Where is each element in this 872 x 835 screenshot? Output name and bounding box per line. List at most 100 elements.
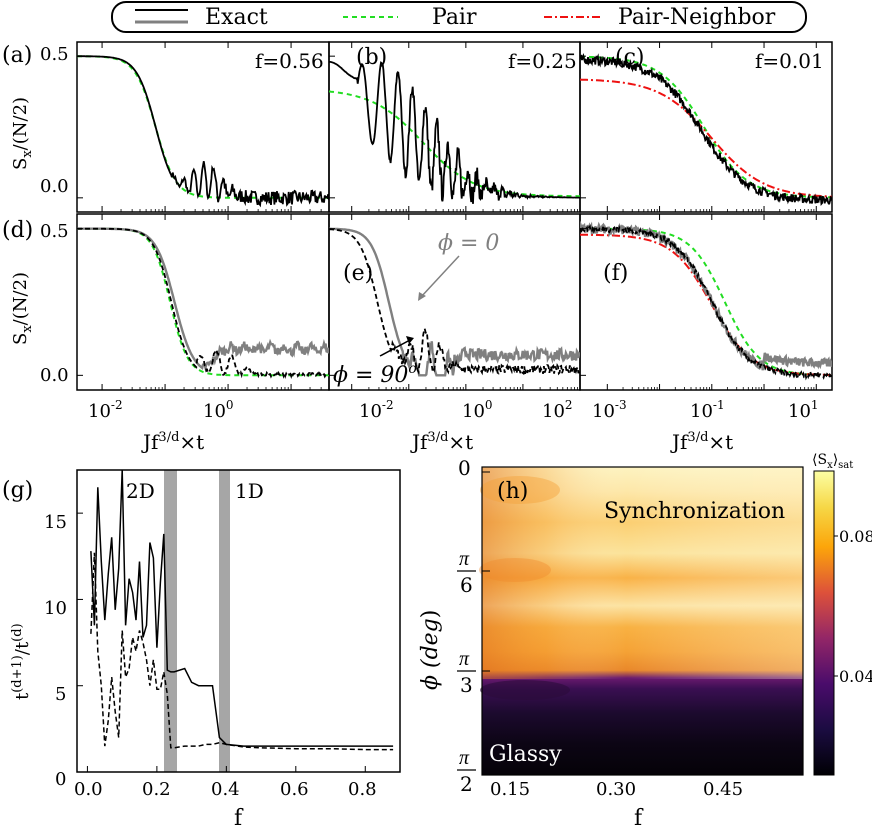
- panel-f-label: (f): [603, 261, 628, 286]
- xtick-e-1e-2: 10-2: [359, 398, 394, 422]
- xtick-f-1e-3: 10-3: [592, 398, 627, 422]
- legend-pairneighbor-label: Pair-Neighbor: [618, 5, 776, 30]
- xtick-g-08: 0.8: [348, 779, 377, 800]
- ylabel-h-phi: ϕ (deg): [418, 610, 443, 690]
- panel-c-frame: [579, 41, 833, 213]
- panel-g-region-1d-label: 1D: [235, 479, 264, 503]
- xtick-g-00: 0.0: [74, 779, 103, 800]
- panel-f-frame: [579, 213, 833, 391]
- panel-g-curves: [90, 469, 394, 751]
- xtick-e-1e0: 100: [462, 398, 493, 422]
- xlabel-jf-d: Jf3/d×t: [141, 430, 204, 454]
- ytick-d-05: 0.5: [40, 221, 69, 242]
- ytick-g-10: 10: [44, 598, 67, 619]
- xtick-d-1e-2: 10-2: [88, 398, 123, 422]
- ylabel-g-ratio: t(d+1)/t(d): [10, 623, 33, 700]
- panel-d-label: (d): [2, 218, 33, 243]
- h-ytick-label-pi6-num: π: [459, 548, 470, 570]
- panel-h: (h) Synchronization Glassy 0 π 6 π 3 π 2…: [418, 452, 872, 831]
- colorbar: [813, 470, 835, 776]
- panel-h-frame: [481, 466, 804, 776]
- panel-a-label: (a): [2, 43, 32, 68]
- ytick-g-5: 5: [55, 684, 66, 705]
- xtick-e-1e2: 102: [542, 398, 573, 422]
- xlabel-jf-e: Jf3/d×t: [410, 430, 473, 454]
- curve-b-exact: [329, 60, 580, 204]
- panel-g-series-dashed: [90, 552, 394, 751]
- panel-g-frame: [76, 469, 401, 773]
- ytick-g-0: 0: [55, 769, 66, 790]
- curve-c-exact: [580, 52, 832, 206]
- panel-c-label: (c): [615, 45, 645, 70]
- xlabel-g-f: f: [234, 806, 244, 831]
- ytick-d-00: 0.0: [40, 365, 69, 386]
- heatmap-feature-2: [479, 558, 551, 582]
- curve-a-exact: [77, 55, 329, 208]
- annotation-phi-90: ϕ = 90o: [333, 361, 417, 388]
- panel-e-label: (e): [343, 261, 373, 286]
- xtick-f-1e1: 101: [788, 398, 819, 422]
- ylabel-sx-bottom: Sx/(N/2): [10, 272, 35, 345]
- heatmap-feature-3: [480, 680, 570, 700]
- panel-b-annotation: f=0.25: [508, 49, 577, 73]
- colorbar-title: ⟨Sx⟩sat: [812, 452, 853, 471]
- h-ytick-label-pi6-den: 6: [460, 573, 473, 597]
- panel-g-series-solid: [90, 469, 394, 747]
- h-ytick-label-pi3-num: π: [459, 648, 470, 670]
- legend: Exact Pair Pair-Neighbor: [111, 1, 807, 33]
- panel-g-ticks: [77, 512, 366, 773]
- colorbar-tick-label-004: 0.04: [839, 667, 872, 686]
- xlabel-jf-f: Jf3/d×t: [670, 430, 733, 454]
- colorbar-tick-label-008: 0.08: [839, 527, 872, 546]
- curve-a-pair: [77, 55, 329, 199]
- heatmap-overlay: [482, 467, 803, 679]
- curve-d-pair: [77, 227, 329, 377]
- panel-c-annotation: f=0.01: [755, 49, 824, 73]
- h-xtick-045: 0.45: [703, 779, 743, 800]
- h-xtick-030: 0.30: [596, 779, 636, 800]
- panel-g: (g) 2D 1D 15 10 5 0 0.0 0.2 0.4 0.6 0.8 …: [2, 469, 401, 831]
- curve-f-pair: [580, 227, 832, 376]
- heatmap-glassy-label: Glassy: [489, 742, 562, 767]
- curve-d-exact-phi0: [77, 227, 329, 373]
- ytick-a-05: 0.5: [40, 44, 69, 65]
- xtick-d-1e0: 100: [203, 398, 234, 422]
- curve-f-exact-phi0: [580, 220, 832, 371]
- legend-pair-label: Pair: [432, 5, 477, 30]
- panel-g-region-1d: [219, 470, 230, 772]
- arrow-phi-90: [379, 339, 411, 357]
- xtick-f-1e-1: 10-1: [690, 398, 725, 422]
- curve-b-pair: [329, 90, 580, 198]
- h-ytick-label-pi2-num: π: [459, 747, 470, 769]
- h-ytick-label-0: 0: [458, 456, 471, 480]
- curve-e-exact-phi0: [329, 227, 580, 377]
- heatmap-feature-1: [480, 476, 560, 504]
- arrowhead-phi-90: [406, 336, 414, 344]
- legend-exact-label: Exact: [205, 5, 268, 30]
- panel-g-label: (g): [2, 478, 33, 503]
- h-ytick-label-pi3-den: 3: [460, 673, 473, 697]
- h-xtick-015: 0.15: [490, 779, 530, 800]
- heatmap-synchronization-label: Synchronization: [604, 499, 785, 524]
- curves-top: [77, 52, 832, 381]
- h-ytick-label-pi2-den: 2: [460, 772, 473, 796]
- xlabel-h-f: f: [634, 806, 644, 831]
- ylabel-sx-top: Sx/(N/2): [10, 97, 35, 170]
- ticks-top: [77, 42, 817, 390]
- xtick-g-04: 0.4: [211, 779, 240, 800]
- ytick-g-15: 15: [44, 512, 67, 533]
- panel-g-region-2d-label: 2D: [126, 479, 155, 503]
- panel-h-label: (h): [497, 479, 528, 504]
- arrowhead-phi-0: [418, 292, 426, 301]
- legend-frame: [111, 1, 807, 33]
- xtick-g-06: 0.6: [280, 779, 309, 800]
- curve-e-exact-phi90: [329, 228, 580, 376]
- panel-b-label: (b): [356, 45, 387, 70]
- ytick-a-00: 0.0: [40, 176, 69, 197]
- curve-c-pair: [580, 55, 832, 199]
- annotation-phi-0: ϕ = 0: [438, 231, 499, 256]
- curve-f-pairneighbor: [580, 233, 832, 376]
- curve-f-exact-phi90: [580, 222, 832, 381]
- panel-a-annotation: f=0.56: [255, 49, 324, 73]
